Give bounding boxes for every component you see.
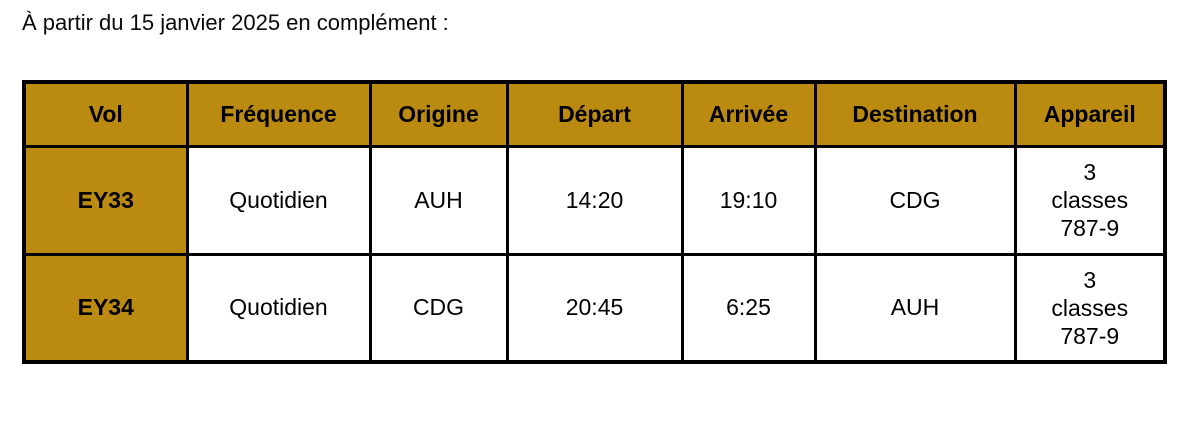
header-cell-depart: Départ	[505, 80, 684, 148]
header-cell-frequence: Fréquence	[185, 80, 372, 148]
header-cell-vol: Vol	[22, 80, 189, 148]
table-row: EY33 Quotidien AUH 14:20 19:10 CDG 3 cla…	[22, 144, 1167, 256]
cell-arrivee: 6:25	[680, 252, 817, 364]
cell-flight-number: EY33	[22, 144, 189, 256]
header-row: Vol Fréquence Origine Départ Arrivée Des…	[22, 80, 1167, 148]
cell-appareil: 3 classes 787-9	[1013, 252, 1167, 364]
cell-origine: AUH	[368, 144, 509, 256]
cell-depart: 20:45	[505, 252, 684, 364]
flight-schedule-table: Vol Fréquence Origine Départ Arrivée Des…	[22, 80, 1167, 364]
cell-frequence: Quotidien	[185, 252, 372, 364]
header-cell-appareil: Appareil	[1013, 80, 1167, 148]
table-row: EY34 Quotidien CDG 20:45 6:25 AUH 3 clas…	[22, 252, 1167, 364]
cell-frequence: Quotidien	[185, 144, 372, 256]
header-cell-origine: Origine	[368, 80, 509, 148]
cell-depart: 14:20	[505, 144, 684, 256]
cell-destination: AUH	[813, 252, 1017, 364]
cell-origine: CDG	[368, 252, 509, 364]
cell-arrivee: 19:10	[680, 144, 817, 256]
header-cell-arrivee: Arrivée	[680, 80, 817, 148]
cell-destination: CDG	[813, 144, 1017, 256]
cell-appareil: 3 classes 787-9	[1013, 144, 1167, 256]
cell-flight-number: EY34	[22, 252, 189, 364]
page-title: À partir du 15 janvier 2025 en complémen…	[22, 10, 449, 35]
header-cell-destination: Destination	[813, 80, 1017, 148]
